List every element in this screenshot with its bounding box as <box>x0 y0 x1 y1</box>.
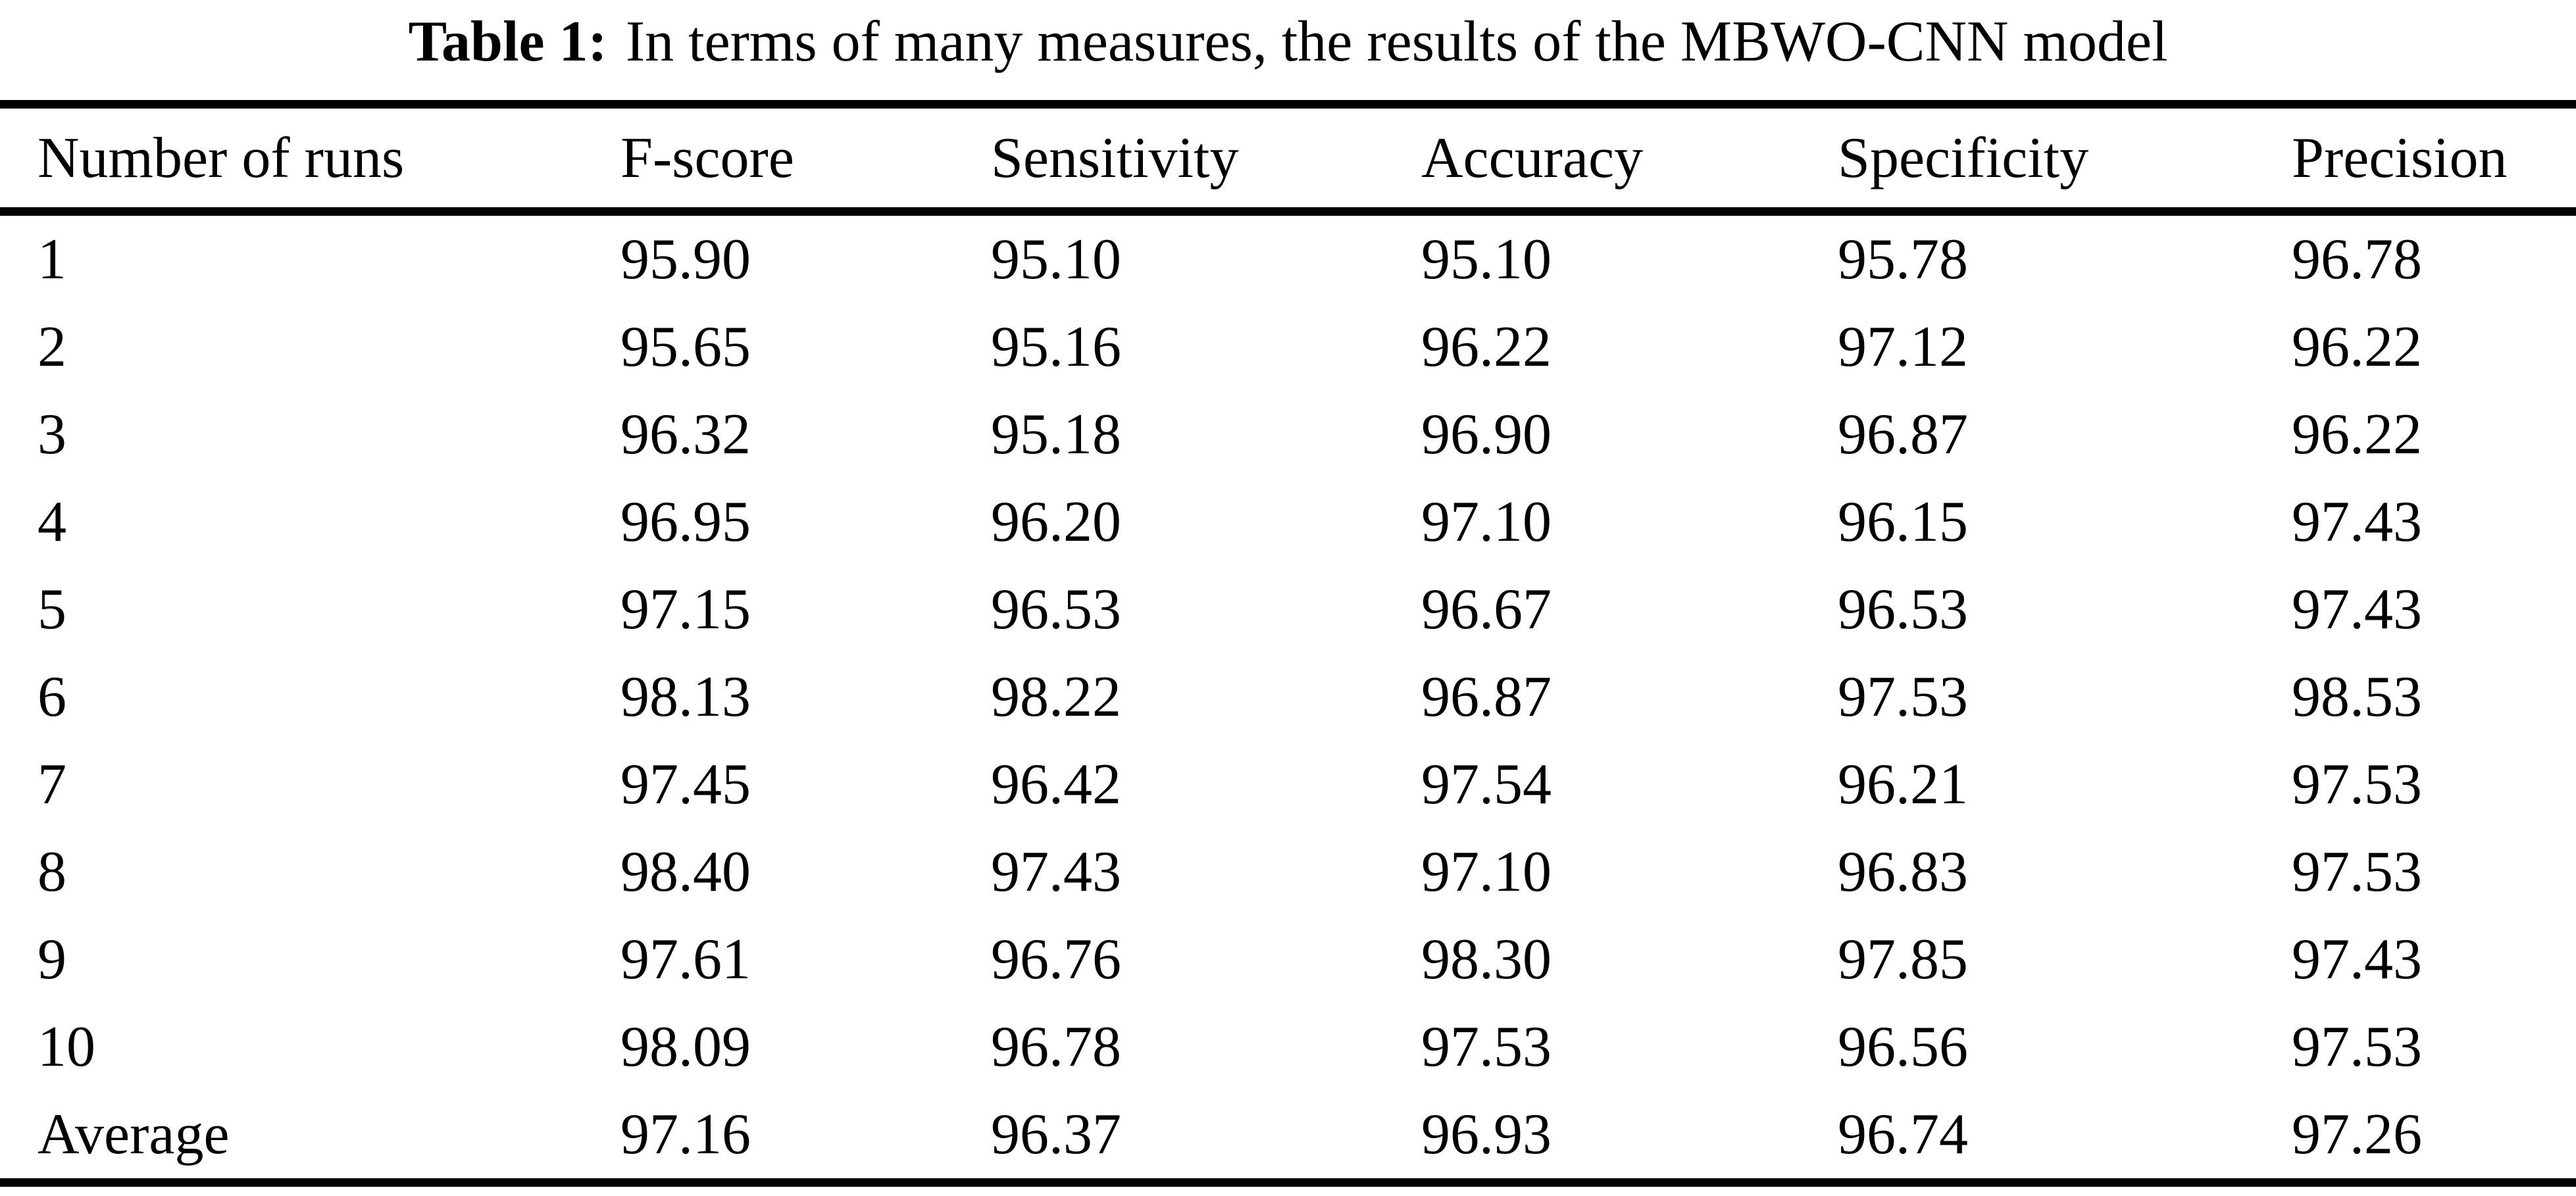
column-header-runs: Number of runs <box>38 126 405 190</box>
column-header-specificity: Specificity <box>1838 126 2089 190</box>
value-cell: 97.43 <box>991 840 1121 904</box>
table-row: 3 96.32 95.18 96.90 96.87 96.22 <box>0 391 2576 478</box>
value-cell: 97.53 <box>2292 753 2422 816</box>
value-cell: 95.10 <box>991 228 1121 291</box>
value-cell: 97.12 <box>1838 315 1968 379</box>
top-rule <box>0 100 2576 109</box>
value-cell: 95.78 <box>1838 228 1968 291</box>
table-row: 6 98.13 98.22 96.87 97.53 98.53 <box>0 653 2576 741</box>
value-cell: 95.16 <box>991 315 1121 379</box>
run-cell: 8 <box>38 840 66 904</box>
run-cell: Average <box>38 1103 230 1166</box>
value-cell: 95.18 <box>991 403 1121 466</box>
value-cell: 97.53 <box>1838 665 1968 729</box>
value-cell: 96.22 <box>2292 403 2422 466</box>
value-cell: 96.76 <box>991 928 1121 991</box>
table-row: Average 97.16 96.37 96.93 96.74 97.26 <box>0 1091 2576 1178</box>
value-cell: 95.65 <box>620 315 751 379</box>
value-cell: 95.10 <box>1421 228 1552 291</box>
table-caption: Table 1: In terms of many measures, the r… <box>0 0 2576 88</box>
run-cell: 10 <box>38 1015 95 1079</box>
value-cell: 96.83 <box>1838 840 1968 904</box>
value-cell: 96.53 <box>991 578 1121 641</box>
value-cell: 98.09 <box>620 1015 751 1079</box>
table-caption-text: In terms of many measures, the results o… <box>625 10 2168 74</box>
value-cell: 96.95 <box>620 490 751 554</box>
header-row: Number of runs F-score Sensitivity Accur… <box>0 109 2576 207</box>
value-cell: 97.16 <box>620 1103 751 1166</box>
run-cell: 3 <box>38 403 66 466</box>
run-cell: 5 <box>38 578 66 641</box>
value-cell: 97.10 <box>1421 840 1552 904</box>
value-cell: 97.85 <box>1838 928 1968 991</box>
value-cell: 96.22 <box>2292 315 2422 379</box>
table-row: 5 97.15 96.53 96.67 96.53 97.43 <box>0 566 2576 653</box>
run-cell: 9 <box>38 928 66 991</box>
column-header-accuracy: Accuracy <box>1421 126 1644 190</box>
column-header-fscore: F-score <box>620 126 794 190</box>
table-row: 2 95.65 95.16 96.22 97.12 96.22 <box>0 303 2576 391</box>
column-header-precision: Precision <box>2292 126 2508 190</box>
run-cell: 4 <box>38 490 66 554</box>
value-cell: 97.10 <box>1421 490 1552 554</box>
results-table: Number of runs F-score Sensitivity Accur… <box>0 109 2576 207</box>
table-row: 9 97.61 96.76 98.30 97.85 97.43 <box>0 916 2576 1003</box>
table-body: 1 95.90 95.10 95.10 95.78 96.78 2 95.65 95.16 96.… <box>0 216 2576 1178</box>
value-cell: 96.74 <box>1838 1103 1968 1166</box>
value-cell: 98.53 <box>2292 665 2422 729</box>
header-rule <box>0 207 2576 216</box>
value-cell: 96.93 <box>1421 1103 1552 1166</box>
table-row: 1 95.90 95.10 95.10 95.78 96.78 <box>0 216 2576 303</box>
value-cell: 97.15 <box>620 578 751 641</box>
value-cell: 96.37 <box>991 1103 1121 1166</box>
table-row: 8 98.40 97.43 97.10 96.83 97.53 <box>0 828 2576 916</box>
value-cell: 97.53 <box>1421 1015 1552 1079</box>
table-row: 10 98.09 96.78 97.53 96.56 97.53 <box>0 1003 2576 1091</box>
value-cell: 98.22 <box>991 665 1121 729</box>
value-cell: 96.87 <box>1421 665 1552 729</box>
table-row: 7 97.45 96.42 97.54 96.21 97.53 <box>0 741 2576 828</box>
value-cell: 97.53 <box>2292 1015 2422 1079</box>
value-cell: 97.43 <box>2292 490 2422 554</box>
value-cell: 97.61 <box>620 928 751 991</box>
value-cell: 98.30 <box>1421 928 1552 991</box>
value-cell: 96.78 <box>991 1015 1121 1079</box>
bottom-rule <box>0 1178 2576 1187</box>
value-cell: 98.40 <box>620 840 751 904</box>
table-row: 4 96.95 96.20 97.10 96.15 97.43 <box>0 478 2576 566</box>
run-cell: 2 <box>38 315 66 379</box>
value-cell: 98.13 <box>620 665 751 729</box>
value-cell: 96.22 <box>1421 315 1552 379</box>
value-cell: 96.87 <box>1838 403 1968 466</box>
value-cell: 97.43 <box>2292 928 2422 991</box>
value-cell: 96.42 <box>991 753 1121 816</box>
value-cell: 96.21 <box>1838 753 1968 816</box>
value-cell: 96.53 <box>1838 578 1968 641</box>
value-cell: 95.90 <box>620 228 751 291</box>
results-table-body: 1 95.90 95.10 95.10 95.78 96.78 2 95.65 95.16 96.… <box>0 216 2576 1178</box>
run-cell: 7 <box>38 753 66 816</box>
value-cell: 96.32 <box>620 403 751 466</box>
table-caption-label: Table 1: <box>408 10 607 74</box>
value-cell: 97.53 <box>2292 840 2422 904</box>
value-cell: 97.54 <box>1421 753 1552 816</box>
value-cell: 96.15 <box>1838 490 1968 554</box>
column-header-sensitivity: Sensitivity <box>991 126 1239 190</box>
value-cell: 97.26 <box>2292 1103 2422 1166</box>
value-cell: 96.90 <box>1421 403 1552 466</box>
value-cell: 97.45 <box>620 753 751 816</box>
value-cell: 96.67 <box>1421 578 1552 641</box>
value-cell: 96.56 <box>1838 1015 1968 1079</box>
table-header: Number of runs F-score Sensitivity Accur… <box>0 109 2576 207</box>
run-cell: 1 <box>38 228 66 291</box>
value-cell: 97.43 <box>2292 578 2422 641</box>
value-cell: 96.20 <box>991 490 1121 554</box>
run-cell: 6 <box>38 665 66 729</box>
value-cell: 96.78 <box>2292 228 2422 291</box>
